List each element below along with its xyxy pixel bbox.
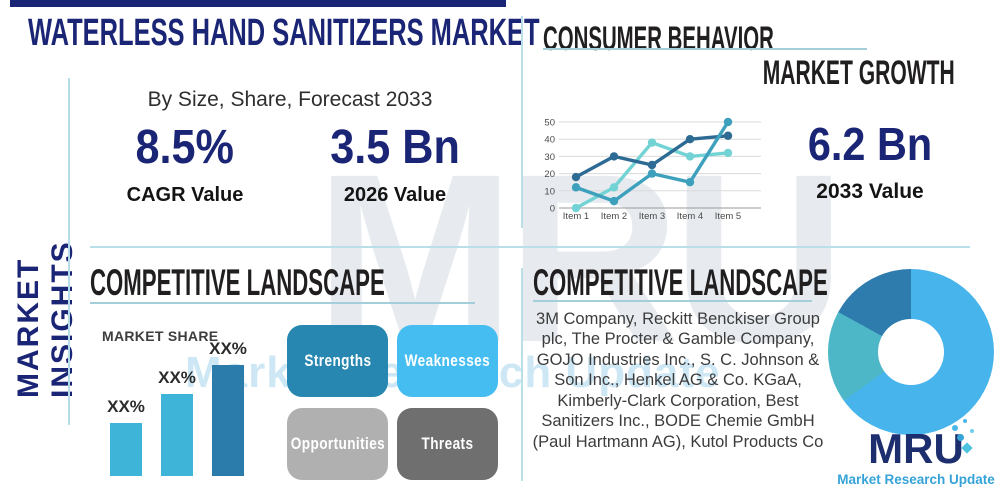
consumer-behavior-underline xyxy=(543,48,867,50)
swot-threats: Threats xyxy=(397,408,498,480)
vertical-accent-line xyxy=(68,78,70,425)
section-title-market-growth: MARKET GROWTH xyxy=(762,54,955,92)
section-title-competitive-landscape-right: COMPETITIVE LANDSCAPE xyxy=(533,262,828,303)
competitive-right-underline xyxy=(533,300,812,302)
section-title-consumer-behavior: CONSUMER BEHAVIOR xyxy=(543,20,774,58)
stat-2033-value-label: 2033 Value xyxy=(816,180,924,203)
market-share-bar-chart: XX% XX% XX% xyxy=(107,338,270,476)
svg-text:10: 10 xyxy=(544,186,555,197)
svg-text:Item 3: Item 3 xyxy=(639,211,665,222)
bar-rect xyxy=(110,423,142,476)
svg-text:20: 20 xyxy=(544,169,555,180)
splash-icon xyxy=(952,425,958,431)
svg-text:40: 40 xyxy=(544,135,555,146)
competitive-left-underline xyxy=(90,302,475,304)
svg-text:Item 1: Item 1 xyxy=(563,211,589,222)
swot-grid: Strengths Weaknesses Opportunities Threa… xyxy=(287,325,498,480)
section-title-competitive-landscape-left: COMPETITIVE LANDSCAPE xyxy=(90,262,385,303)
stat-2026-value: 3.5 Bn 2026 Value xyxy=(310,120,480,207)
market-share-chart-title: MARKET SHARE xyxy=(102,328,219,344)
horizontal-divider xyxy=(90,246,970,248)
svg-text:30: 30 xyxy=(544,152,555,163)
svg-text:Item 2: Item 2 xyxy=(601,211,627,222)
swot-opportunities: Opportunities xyxy=(287,408,388,480)
bar-rect xyxy=(212,365,244,476)
splash-icon xyxy=(970,429,974,433)
mru-logo-tagline: Market Research Update xyxy=(837,472,995,487)
splash-icon xyxy=(957,434,964,441)
stat-2033-value-number: 6.2 Bn xyxy=(807,118,933,170)
company-share-donut-chart xyxy=(828,269,994,435)
stat-2026-value-number: 3.5 Bn xyxy=(330,121,460,174)
splash-icon xyxy=(963,419,967,423)
mru-logo-text: MRU xyxy=(868,425,964,472)
bar-value-label: XX% xyxy=(158,368,196,387)
top-accent-bar xyxy=(10,0,506,7)
svg-text:Item 5: Item 5 xyxy=(715,211,741,222)
market-growth-line-chart: 0 10 20 30 40 50 Item 1 Item 2 Item 3 Item 4 Item … xyxy=(544,118,761,222)
vertical-divider-bottom xyxy=(521,268,523,481)
bar-value-label: XX% xyxy=(107,397,145,416)
stat-cagr-label: CAGR Value xyxy=(126,184,244,206)
market-share-bar: XX% xyxy=(209,339,247,476)
svg-text:0: 0 xyxy=(550,204,555,215)
company-list: 3M Company, Reckitt Benckiser Group plc,… xyxy=(532,310,824,451)
svg-text:Item 4: Item 4 xyxy=(677,211,703,222)
stat-cagr-value: 8.5% xyxy=(135,121,235,174)
stat-2026-value-label: 2026 Value xyxy=(343,184,447,206)
market-share-bar: XX% xyxy=(107,397,145,476)
stat-2033-value: 6.2 Bn 2033 Value xyxy=(785,116,955,204)
swot-strengths: Strengths xyxy=(287,325,388,397)
swot-weaknesses: Weaknesses xyxy=(397,325,498,397)
page-title: WATERLESS HAND SANITIZERS MARKET xyxy=(28,12,540,54)
mru-logo: MRU Market Research Update xyxy=(836,419,996,487)
subtitle: By Size, Share, Forecast 2033 xyxy=(147,88,433,111)
stat-cagr: 8.5% CAGR Value xyxy=(100,120,270,207)
svg-text:50: 50 xyxy=(544,118,555,129)
bar-rect xyxy=(161,394,193,476)
market-share-bar: XX% xyxy=(158,368,196,476)
vertical-divider-top xyxy=(521,16,523,228)
bar-value-label: XX% xyxy=(209,339,247,358)
